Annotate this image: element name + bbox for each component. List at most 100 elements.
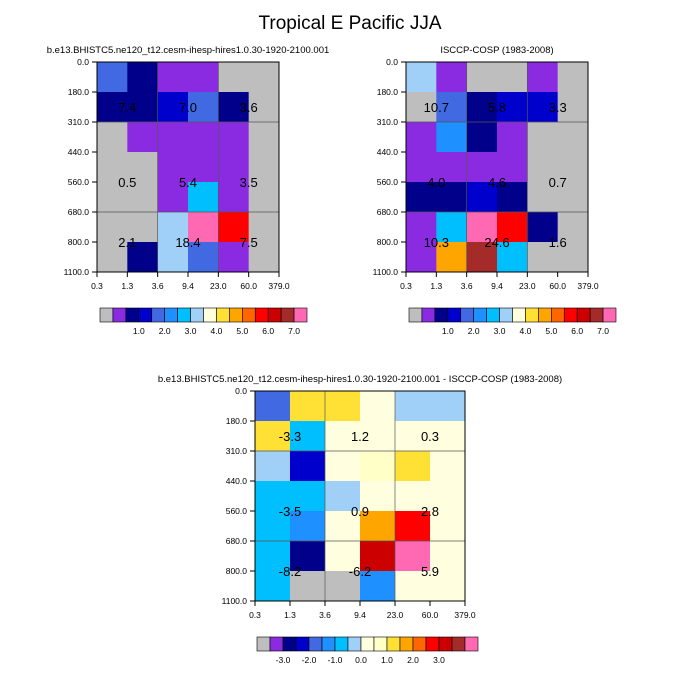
- heatmap-cell: [360, 541, 396, 572]
- heatmap-cell: [430, 481, 466, 512]
- heatmap-cell: [290, 571, 326, 602]
- colorbar-swatch: [164, 307, 178, 323]
- heatmap-cell: [430, 511, 466, 542]
- heatmap-cell: [466, 62, 498, 93]
- colorbar: 1.0 2.0 3.0 4.0 5.0 6.0 7.0: [99, 307, 308, 336]
- heatmap-cell: [218, 92, 250, 123]
- y-tick-label: 0.0: [235, 386, 247, 396]
- colorbar-label: 4.0: [520, 326, 532, 336]
- heatmap-cell: [406, 212, 437, 243]
- heatmap-cell: [360, 511, 396, 542]
- y-tick-label: 800.0: [226, 566, 248, 576]
- heatmap-cell: [557, 242, 589, 273]
- group-value-label: 0.9: [351, 504, 369, 519]
- colorbar-label: 1.0: [381, 655, 393, 665]
- heatmap-cell: [395, 481, 431, 512]
- heatmap-cell: [406, 122, 437, 153]
- colorbar-label: 6.0: [571, 326, 583, 336]
- heatmap-cell: [325, 451, 361, 482]
- heatmap-cell: [188, 212, 219, 243]
- heatmap-cell: [325, 421, 361, 452]
- colorbar-swatch: [360, 636, 375, 652]
- heatmap-cell: [255, 481, 291, 512]
- colorbar-swatch: [203, 307, 217, 323]
- heatmap-cell: [430, 541, 466, 572]
- panel-title: ISCCP-COSP (1983-2008): [440, 45, 553, 56]
- heatmap-cell: [406, 92, 437, 123]
- heatmap-cell: [395, 571, 431, 602]
- panel-title: b.e13.BHISTC5.ne120_t12.cesm-ihesp-hires…: [158, 374, 562, 385]
- heatmap-cell: [557, 212, 589, 243]
- heatmap-cell: [218, 122, 250, 153]
- x-tick-label: 379.0: [577, 281, 599, 291]
- colorbar-label: 2.0: [159, 326, 171, 336]
- x-tick-label: 0.3: [400, 281, 412, 291]
- y-tick-label: 1100.0: [64, 267, 90, 277]
- heatmap-cell: [360, 571, 396, 602]
- colorbar-swatch: [282, 636, 297, 652]
- x-tick-label: 60.0: [422, 610, 439, 620]
- heatmap-cell: [97, 212, 128, 243]
- heatmap-cell: [360, 421, 396, 452]
- colorbar-swatch: [512, 307, 526, 323]
- y-tick-label: 1100.0: [373, 267, 399, 277]
- heatmap-cell: [436, 62, 468, 93]
- y-tick-label: 310.0: [226, 446, 248, 456]
- heatmap-cell: [218, 62, 250, 93]
- heatmap-cell: [290, 541, 326, 572]
- heatmap-cell: [406, 152, 437, 183]
- heatmap-cell: [255, 451, 291, 482]
- panel-1: b.e13.BHISTC5.ne120_t12.cesm-ihesp-hires…: [47, 45, 330, 336]
- heatmap-cell: [127, 152, 159, 183]
- heatmap-cell: [188, 182, 219, 213]
- group-value-label: -3.3: [279, 429, 301, 444]
- x-tick-label: 0.3: [249, 610, 261, 620]
- heatmap-cell: [406, 242, 437, 273]
- x-tick-label: 0.3: [91, 281, 103, 291]
- group-value-label: 1.2: [351, 429, 369, 444]
- heatmap-cell: [497, 242, 528, 273]
- figure-title: Tropical E Pacific JJA: [258, 13, 441, 34]
- heatmap-cell: [527, 212, 559, 243]
- heatmap-cell: [557, 92, 589, 123]
- heatmap-cell: [157, 182, 189, 213]
- y-tick-label: 440.0: [68, 147, 90, 157]
- colorbar-swatch: [589, 307, 604, 323]
- group-value-label: 10.7: [424, 100, 449, 115]
- group-value-label: -6.2: [349, 564, 371, 579]
- colorbar-swatch: [293, 307, 308, 323]
- colorbar-swatch: [408, 307, 423, 323]
- y-tick-label: 560.0: [377, 177, 399, 187]
- heatmap-cell: [157, 242, 189, 273]
- colorbar-label: 5.0: [545, 326, 557, 336]
- panel-2: ISCCP-COSP (1983-2008) 10.7 5.8 3.3 4.0 4.6 0.…: [373, 45, 617, 336]
- group-value-label: 7.5: [240, 235, 258, 250]
- heatmap-cell: [430, 451, 466, 482]
- heatmap-cell: [290, 511, 326, 542]
- heatmap-cell: [527, 62, 559, 93]
- heatmap-cell: [406, 182, 437, 213]
- heatmap-cell: [218, 152, 250, 183]
- y-tick-label: 180.0: [226, 416, 248, 426]
- heatmap-cell: [127, 122, 159, 153]
- colorbar-swatch: [447, 307, 462, 323]
- colorbar-label: 4.0: [211, 326, 223, 336]
- group-value-label: 2.1: [118, 235, 136, 250]
- group-value-label: 7.4: [118, 100, 136, 115]
- heatmap-cell: [497, 182, 528, 213]
- y-tick-label: 440.0: [226, 476, 248, 486]
- x-tick-label: 60.0: [549, 281, 566, 291]
- colorbar-swatch: [242, 307, 256, 323]
- x-tick-label: 60.0: [240, 281, 257, 291]
- heatmap-cell: [255, 571, 291, 602]
- colorbar-swatch: [425, 636, 440, 652]
- group-value-label: 4.6: [488, 175, 506, 190]
- colorbar-swatch: [538, 307, 552, 323]
- colorbar-swatch: [551, 307, 565, 323]
- colorbar-swatch: [99, 307, 114, 323]
- heatmap-cell: [325, 511, 361, 542]
- colorbar-swatch: [576, 307, 591, 323]
- colorbar-swatch: [438, 636, 453, 652]
- colorbar: 1.0 2.0 3.0 4.0 5.0 6.0 7.0: [408, 307, 617, 336]
- heatmap-cell: [436, 152, 468, 183]
